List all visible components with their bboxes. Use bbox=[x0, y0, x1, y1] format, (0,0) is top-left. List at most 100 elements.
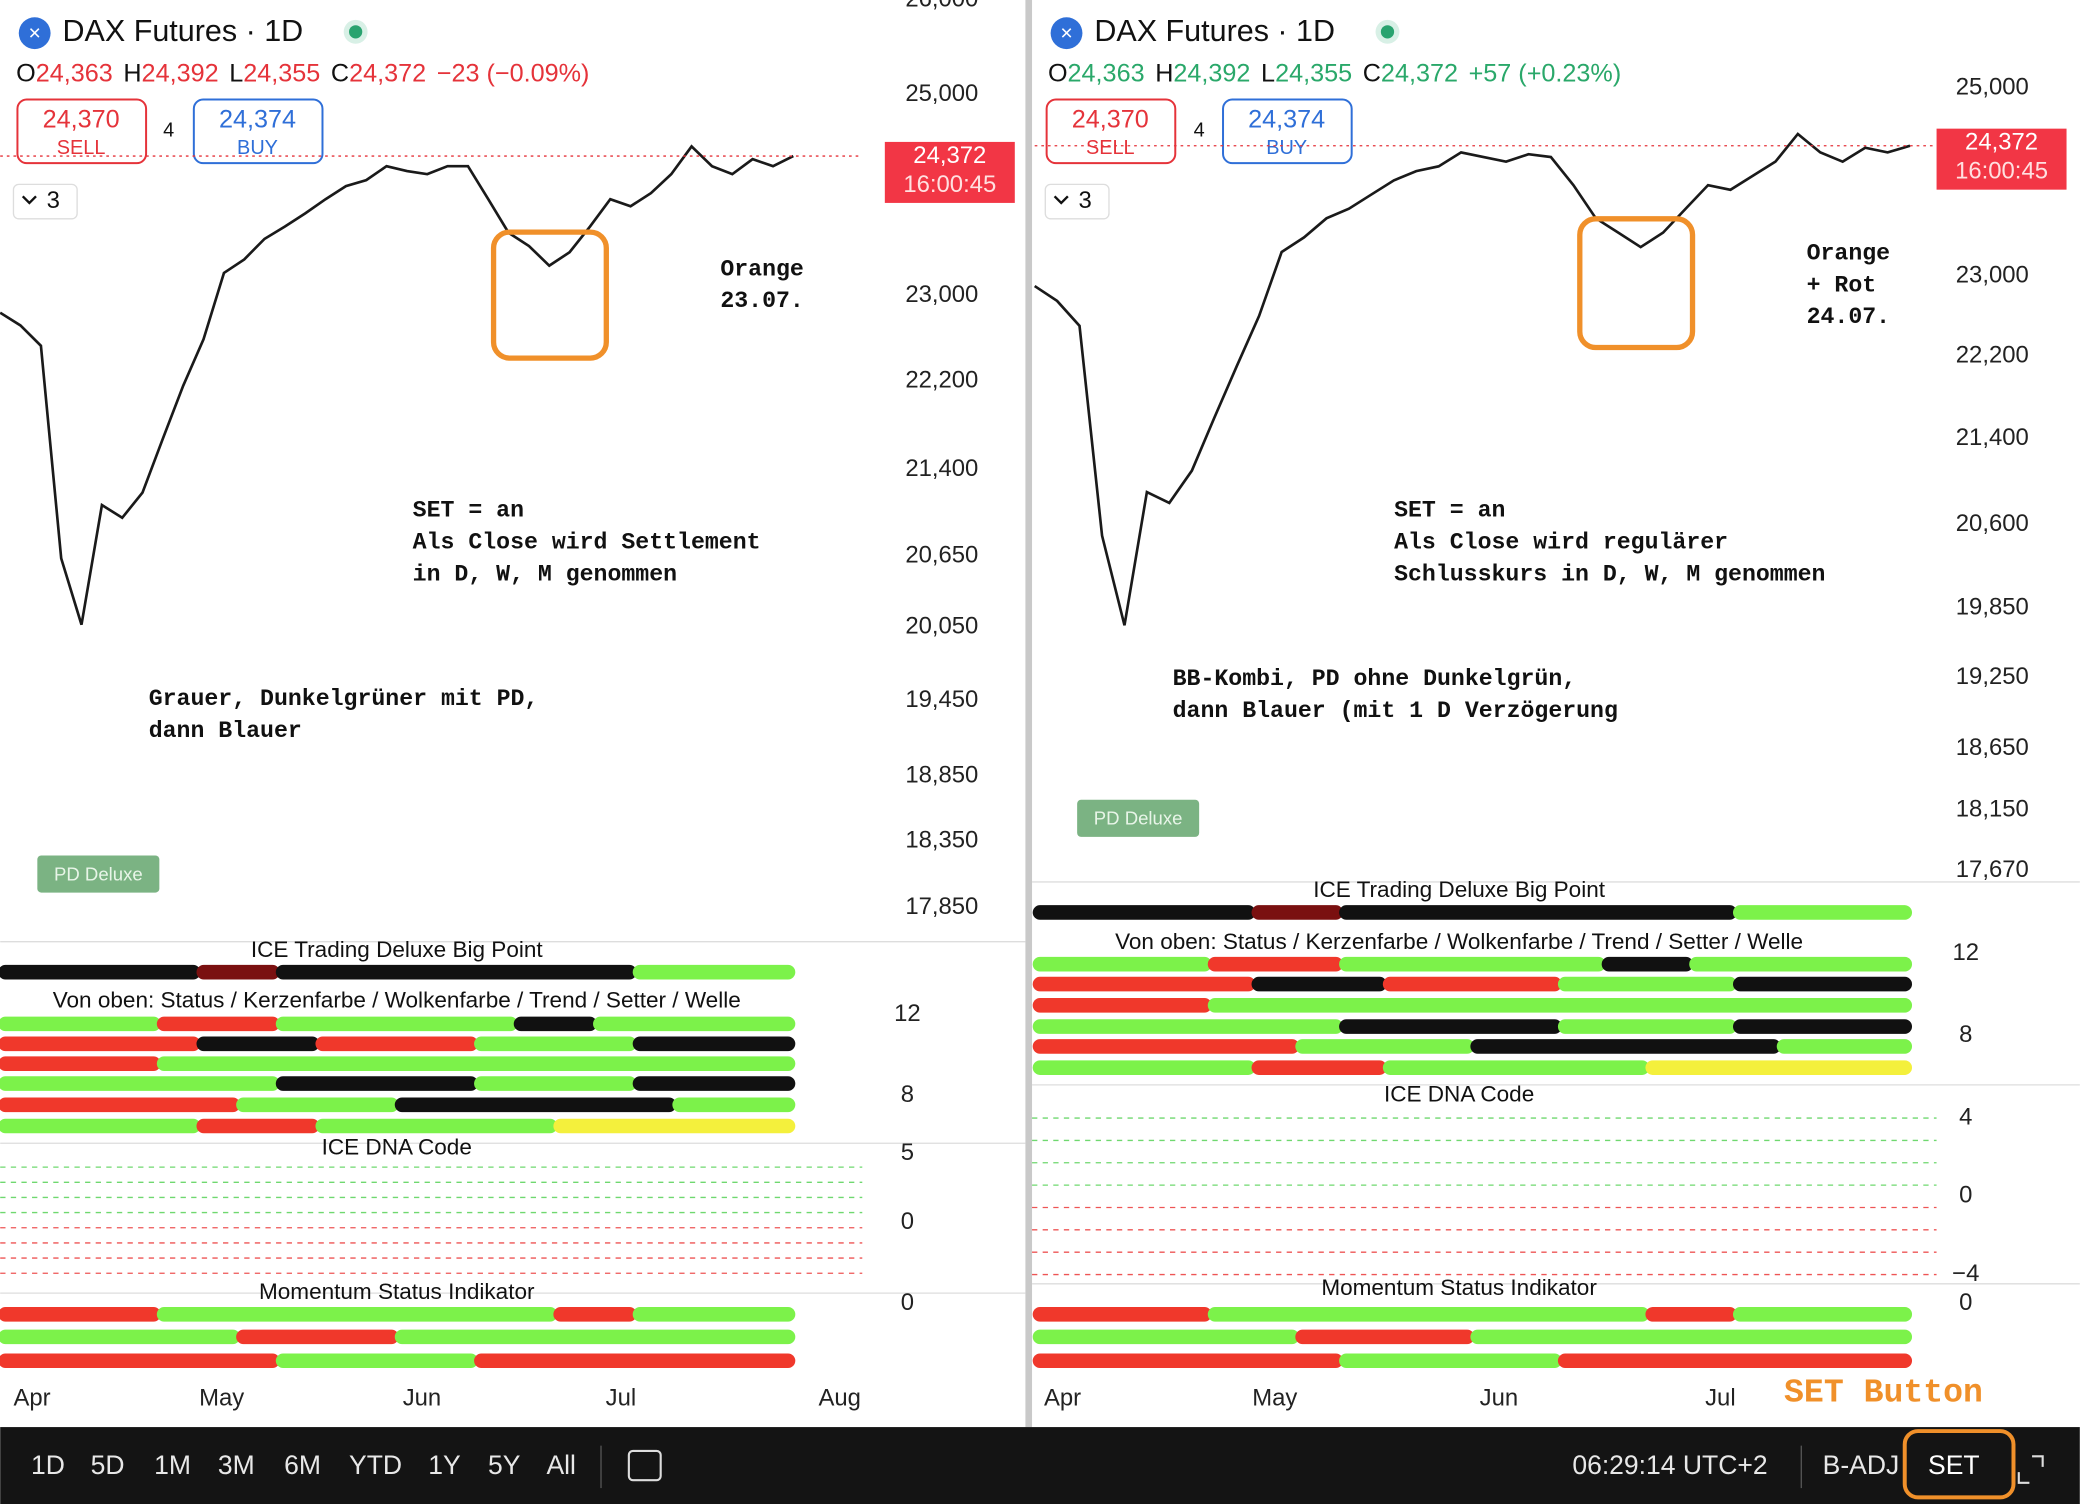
spread: 4 bbox=[1194, 120, 1205, 142]
countdown: 16:00:45 bbox=[1955, 158, 2048, 185]
ohlc-value: 24,392 bbox=[1173, 59, 1250, 87]
price-tick-label: 17,850 bbox=[905, 893, 978, 920]
range-button[interactable]: YTD bbox=[349, 1450, 402, 1480]
ohlc: O24,363 H24,392 L24,355 C24,372 −23 (−0.09%) bbox=[16, 59, 589, 87]
price-tick-label: 18,850 bbox=[905, 761, 978, 788]
close-icon[interactable] bbox=[1050, 17, 1083, 50]
indicator-tick-label: 0 bbox=[901, 1289, 914, 1316]
range-button[interactable]: 3M bbox=[218, 1450, 255, 1480]
ohlc-value: 24,363 bbox=[1068, 59, 1145, 87]
range-button[interactable]: 6M bbox=[284, 1450, 321, 1480]
fullscreen-icon[interactable] bbox=[2017, 1455, 2044, 1484]
price-tick-label: 17,670 bbox=[1956, 856, 2029, 883]
annotation: Schlusskurs in D, W, M genommen bbox=[1394, 561, 1825, 587]
ohlc-value: 24,372 bbox=[349, 59, 426, 87]
sell-price: 24,370 bbox=[43, 105, 120, 133]
set-highlight bbox=[1902, 1429, 2016, 1500]
annotation: BB-Kombi, PD ohne Dunkelgrün, bbox=[1173, 666, 1577, 692]
indicator-title: ICE Trading Deluxe Big Point bbox=[251, 937, 544, 962]
price-tick-label: 18,150 bbox=[1956, 795, 2029, 822]
ohlc-value: 24,355 bbox=[243, 59, 320, 87]
price-tick-label: 19,850 bbox=[1956, 594, 2029, 621]
price-tick-label: 25,000 bbox=[1956, 74, 2029, 101]
month-label: Jul bbox=[1705, 1385, 1736, 1412]
indicator-tick-label: 12 bbox=[894, 1000, 921, 1027]
badge-label: PD Deluxe bbox=[1094, 808, 1183, 829]
price-tick-label: 19,250 bbox=[1956, 663, 2029, 690]
ohlc-key: H bbox=[123, 59, 141, 87]
indicator-tick-label: 0 bbox=[1959, 1289, 1972, 1316]
ohlc-key: O bbox=[16, 59, 36, 87]
date-range-icon[interactable] bbox=[627, 1449, 662, 1482]
highlight-box bbox=[1577, 216, 1696, 351]
ohlc: O24,363 H24,392 L24,355 C24,372 +57 (+0.23%) bbox=[1048, 59, 1621, 87]
sell-button[interactable] bbox=[1045, 98, 1177, 165]
close-x: × bbox=[1060, 22, 1072, 45]
close-icon[interactable] bbox=[18, 17, 51, 50]
close-line bbox=[0, 144, 794, 626]
counter-button[interactable] bbox=[12, 183, 78, 220]
set-button[interactable]: SET bbox=[1928, 1450, 1980, 1480]
range-button[interactable]: 5D bbox=[91, 1450, 125, 1480]
month-label: May bbox=[199, 1385, 244, 1412]
indicator-title: ICE DNA Code bbox=[1384, 1081, 1534, 1106]
indicator-tick-label: −4 bbox=[1952, 1260, 1979, 1287]
counter: 3 bbox=[47, 187, 60, 214]
highlight-box bbox=[490, 229, 609, 361]
range-button[interactable]: 1Y bbox=[428, 1450, 461, 1480]
price-tick-label: 20,650 bbox=[905, 541, 978, 568]
ohlc-value: 24,363 bbox=[36, 59, 113, 87]
indicator-tick-label: 0 bbox=[901, 1208, 914, 1235]
range-button[interactable]: 1M bbox=[154, 1450, 191, 1480]
annotation: Orange bbox=[1807, 240, 1891, 266]
buy-button[interactable] bbox=[192, 98, 324, 165]
price-tick-label: 21,400 bbox=[905, 455, 978, 482]
month-label: Apr bbox=[13, 1385, 50, 1412]
last-price-box bbox=[1936, 128, 2067, 190]
close-line bbox=[1033, 132, 1911, 626]
ohlc-value: 24,372 bbox=[1381, 59, 1458, 87]
price-tick-label: 20,050 bbox=[905, 612, 978, 639]
month-label: Aug bbox=[819, 1385, 861, 1412]
adjust-button[interactable]: B-ADJ bbox=[1823, 1450, 1900, 1480]
last-price-box bbox=[884, 141, 1015, 203]
counter-button[interactable] bbox=[1044, 183, 1110, 220]
price-tick-label: 26,000 bbox=[905, 0, 978, 12]
sell-price: 24,370 bbox=[1072, 105, 1149, 133]
ohlc-key: L bbox=[229, 59, 243, 87]
chevron bbox=[1053, 195, 1069, 205]
price-tick-label: 22,200 bbox=[1956, 341, 2029, 368]
price-tick-label: 19,450 bbox=[905, 686, 978, 713]
annotation: SET = an bbox=[1394, 498, 1505, 524]
ohlc-key: C bbox=[1363, 59, 1381, 87]
change: +57 (+0.23%) bbox=[1469, 59, 1622, 87]
ohlc-key: H bbox=[1155, 59, 1173, 87]
price-tick-label: 23,000 bbox=[1956, 262, 2029, 289]
annotation: SET = an bbox=[413, 498, 524, 524]
buy-button[interactable] bbox=[1222, 98, 1353, 165]
badge-label: PD Deluxe bbox=[54, 863, 143, 884]
month-label: Jun bbox=[403, 1385, 441, 1412]
range-button[interactable]: 1D bbox=[31, 1450, 65, 1480]
ohlc-value: 24,355 bbox=[1275, 59, 1352, 87]
countdown: 16:00:45 bbox=[903, 171, 996, 198]
range-button[interactable]: 5Y bbox=[488, 1450, 521, 1480]
status-dot-core bbox=[349, 25, 363, 39]
callout: SET Button bbox=[1784, 1373, 1983, 1411]
month-label: Jun bbox=[1480, 1385, 1518, 1412]
month-label: Apr bbox=[1044, 1385, 1081, 1412]
indicator-tick-label: 8 bbox=[1959, 1021, 1972, 1048]
last-price: 24,372 bbox=[913, 142, 986, 169]
clock: 06:29:14 UTC+2 bbox=[1572, 1450, 1767, 1480]
sell-button[interactable] bbox=[16, 98, 148, 165]
indicator-tick-label: 12 bbox=[1952, 939, 1979, 966]
range-button[interactable]: All bbox=[546, 1450, 575, 1480]
badge bbox=[37, 855, 160, 893]
annotation: 23.07. bbox=[720, 288, 804, 314]
annotation: Als Close wird regulärer bbox=[1394, 530, 1728, 556]
price-tick-label: 20,600 bbox=[1956, 510, 2029, 537]
ohlc-key: C bbox=[331, 59, 349, 87]
indicator-title: ICE DNA Code bbox=[322, 1135, 472, 1160]
